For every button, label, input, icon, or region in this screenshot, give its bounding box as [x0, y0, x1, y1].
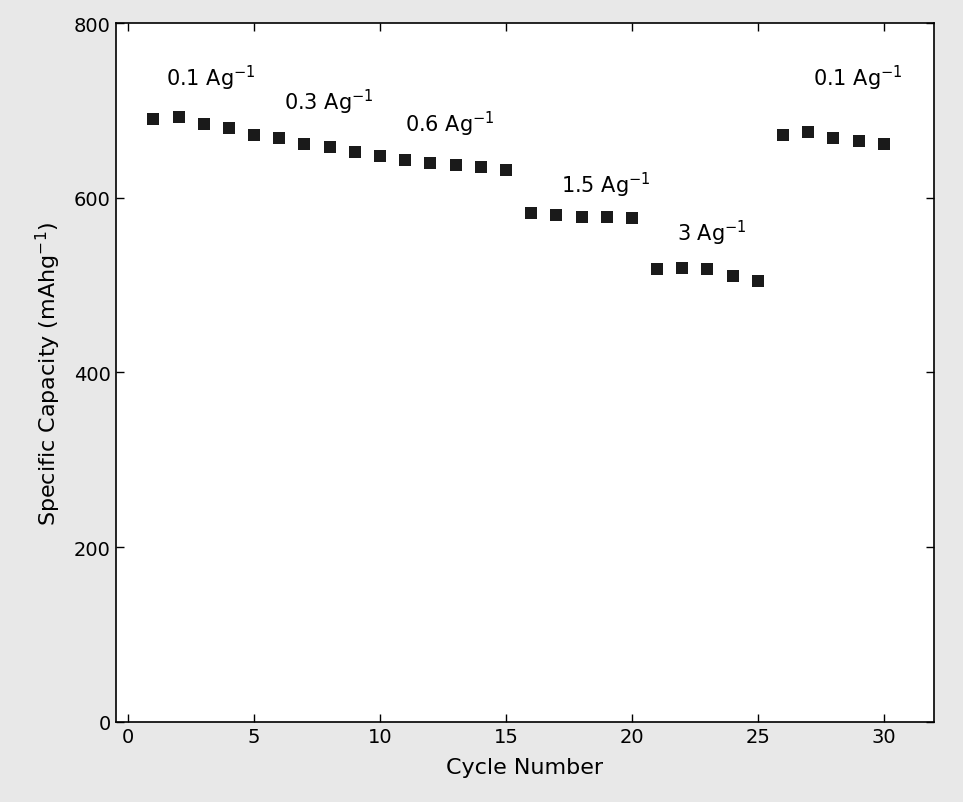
Point — [145, 114, 161, 127]
Point — [574, 211, 589, 224]
Point — [750, 275, 766, 288]
Point — [825, 133, 841, 146]
Text: 3 Ag$^{-1}$: 3 Ag$^{-1}$ — [677, 219, 747, 248]
Text: 0.1 Ag$^{-1}$: 0.1 Ag$^{-1}$ — [166, 63, 255, 93]
Point — [674, 261, 690, 274]
Point — [170, 111, 186, 124]
Point — [448, 159, 463, 172]
Point — [498, 164, 513, 177]
Point — [272, 133, 287, 146]
Point — [876, 138, 892, 151]
Point — [347, 147, 362, 160]
Point — [423, 157, 438, 170]
X-axis label: Cycle Number: Cycle Number — [446, 757, 604, 776]
Point — [196, 118, 212, 131]
Point — [624, 213, 639, 225]
Point — [549, 209, 564, 222]
Text: 0.3 Ag$^{-1}$: 0.3 Ag$^{-1}$ — [284, 88, 374, 117]
Point — [800, 127, 816, 140]
Text: 0.1 Ag$^{-1}$: 0.1 Ag$^{-1}$ — [813, 63, 903, 93]
Point — [221, 122, 237, 135]
Point — [373, 150, 388, 163]
Y-axis label: Specific Capacity (mAhg$^{-1}$): Specific Capacity (mAhg$^{-1}$) — [34, 221, 63, 525]
Point — [322, 141, 337, 154]
Text: 1.5 Ag$^{-1}$: 1.5 Ag$^{-1}$ — [561, 171, 651, 200]
Point — [649, 264, 664, 277]
Point — [725, 270, 741, 283]
Point — [473, 161, 488, 174]
Point — [297, 138, 312, 151]
Point — [599, 211, 614, 224]
Point — [700, 264, 716, 277]
Point — [851, 136, 867, 148]
Point — [775, 129, 791, 142]
Point — [398, 155, 413, 168]
Point — [247, 129, 262, 142]
Text: 0.6 Ag$^{-1}$: 0.6 Ag$^{-1}$ — [405, 110, 495, 139]
Point — [524, 208, 539, 221]
